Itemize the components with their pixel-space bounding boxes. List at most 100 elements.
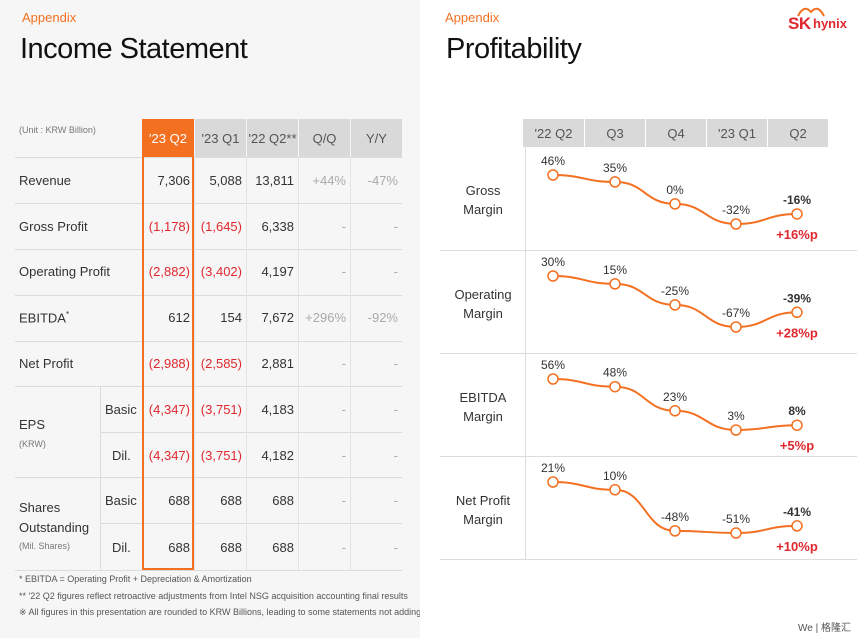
cell-gross-profit-3: -: [341, 219, 346, 234]
cell-gross-profit-2: 6,338: [261, 219, 294, 234]
footnote-ebitda: * EBITDA = Operating Profit + Depreciati…: [19, 574, 252, 584]
current-quarter-highlight: [142, 157, 194, 570]
row-label-shares-2: Outstanding: [19, 520, 90, 535]
row-label-gross-profit: Gross Profit: [19, 219, 88, 234]
cell-operating-profit-2: 4,197: [261, 264, 294, 279]
header-23q2: '23 Q2: [142, 119, 194, 157]
cell-operating-profit-0: (2,882): [148, 264, 190, 279]
cell-shares-basic-3: -: [341, 493, 346, 508]
cell-eps-basic-4: -: [393, 402, 398, 417]
header-23q1: '23 Q1: [195, 119, 246, 157]
appendix-label-left: Appendix: [22, 10, 77, 25]
cell-shares-dil-4: -: [393, 540, 398, 555]
eps-basic-label: Basic: [105, 402, 137, 417]
cell-eps-dil-2: 4,182: [261, 448, 294, 463]
cell-gross-profit-4: -: [393, 219, 398, 234]
shares-unit: (Mil. Shares): [19, 541, 71, 551]
header-qoq: Q/Q: [299, 119, 350, 157]
cell-shares-dil-0: 688: [168, 540, 190, 555]
cell-shares-dil-1: 688: [220, 540, 242, 555]
cell-revenue-4: -47%: [367, 173, 398, 188]
table-hline: [15, 295, 402, 296]
profitability-title: Profitability: [446, 33, 582, 65]
cell-net-profit-4: -: [393, 356, 398, 371]
label-net-profit-margin: Net Profit Margin: [455, 493, 511, 527]
cell-shares-basic-0: 688: [168, 493, 190, 508]
profit-separator-4: [440, 559, 857, 560]
eps-dil-label: Dil.: [112, 448, 131, 463]
label-operating-margin: Operating Margin: [454, 287, 512, 321]
row-label-shares-1: Shares: [19, 500, 61, 515]
profit-separator-2: [440, 353, 857, 354]
table-hline: [15, 157, 402, 158]
cell-eps-dil-3: -: [341, 448, 346, 463]
cell-net-profit-0: (2,988): [148, 356, 190, 371]
cell-ebitda-1: 154: [220, 310, 242, 325]
p-header-q4: Q4: [646, 119, 706, 147]
cell-eps-dil-0: (4,347): [148, 448, 190, 463]
cell-eps-basic-3: -: [341, 402, 346, 417]
cell-ebitda-4: -92%: [367, 310, 398, 325]
cell-revenue-2: 13,811: [255, 173, 294, 188]
row-label-eps: EPS: [19, 417, 46, 432]
table-hline: [15, 249, 402, 250]
cell-operating-profit-1: (3,402): [200, 264, 242, 279]
row-label-operating-profit: Operating Profit: [19, 264, 111, 279]
cell-eps-dil-4: -: [393, 448, 398, 463]
cell-eps-basic-1: (3,751): [200, 402, 242, 417]
table-vline: [298, 157, 299, 570]
cell-shares-basic-1: 688: [220, 493, 242, 508]
table-vline: [350, 157, 351, 570]
p-header-23q1: '23 Q1: [707, 119, 767, 147]
table-hline: [15, 386, 402, 387]
profit-separator-1: [440, 250, 857, 251]
p-header-q2: Q2: [768, 119, 828, 147]
cell-net-profit-1: (2,585): [200, 356, 242, 371]
table-vline: [100, 386, 101, 570]
logo-hynix-text: hynix: [813, 16, 847, 31]
logo-sk-text: SK: [788, 14, 811, 33]
profit-separator-3: [440, 456, 857, 457]
p-header-q3: Q3: [585, 119, 645, 147]
footnote-rounding: ※ All figures in this presentation are r…: [19, 607, 480, 617]
cell-gross-profit-0: (1,178): [148, 219, 190, 234]
table-hline: [100, 432, 402, 433]
shares-dil-label: Dil.: [112, 540, 131, 555]
p-header-22q2: '22 Q2: [523, 119, 584, 147]
cell-eps-dil-1: (3,751): [200, 448, 242, 463]
row-label-ebitda: EBITDA*: [19, 310, 70, 326]
income-statement-title: Income Statement: [20, 33, 248, 65]
appendix-label-right: Appendix: [445, 10, 500, 25]
shares-basic-label: Basic: [105, 493, 137, 508]
table-vline: [246, 157, 247, 570]
cell-net-profit-2: 2,881: [261, 356, 294, 371]
cell-eps-basic-0: (4,347): [148, 402, 190, 417]
cell-revenue-3: +44%: [312, 173, 346, 188]
table-hline: [15, 203, 402, 204]
header-yoy: Y/Y: [351, 119, 402, 157]
cell-operating-profit-4: -: [393, 264, 398, 279]
table-vline: [194, 157, 195, 570]
label-gross-margin: Gross Margin: [463, 183, 503, 217]
eps-unit: (KRW): [19, 439, 46, 449]
cell-revenue-1: 5,088: [209, 173, 242, 188]
table-hline: [100, 523, 402, 524]
footnote-22q2: ** '22 Q2 figures reflect retroactive ad…: [19, 591, 408, 601]
watermark: We | 格隆汇: [798, 623, 851, 634]
table-hline: [15, 570, 402, 571]
cell-operating-profit-3: -: [341, 264, 346, 279]
table-hline: [15, 341, 402, 342]
cell-shares-dil-3: -: [341, 540, 346, 555]
cell-shares-dil-2: 688: [272, 540, 294, 555]
butterfly-icon: [797, 7, 825, 17]
cell-ebitda-0: 612: [168, 310, 190, 325]
cell-ebitda-3: +296%: [305, 310, 346, 325]
row-label-revenue: Revenue: [19, 173, 72, 188]
cell-net-profit-3: -: [341, 356, 346, 371]
cell-revenue-0: 7,306: [157, 173, 190, 188]
table-hline: [15, 477, 402, 478]
row-label-net-profit: Net Profit: [19, 356, 74, 371]
profit-vertical-separator: [525, 147, 526, 559]
cell-eps-basic-2: 4,183: [261, 402, 294, 417]
label-ebitda-margin: EBITDA Margin: [459, 390, 507, 424]
